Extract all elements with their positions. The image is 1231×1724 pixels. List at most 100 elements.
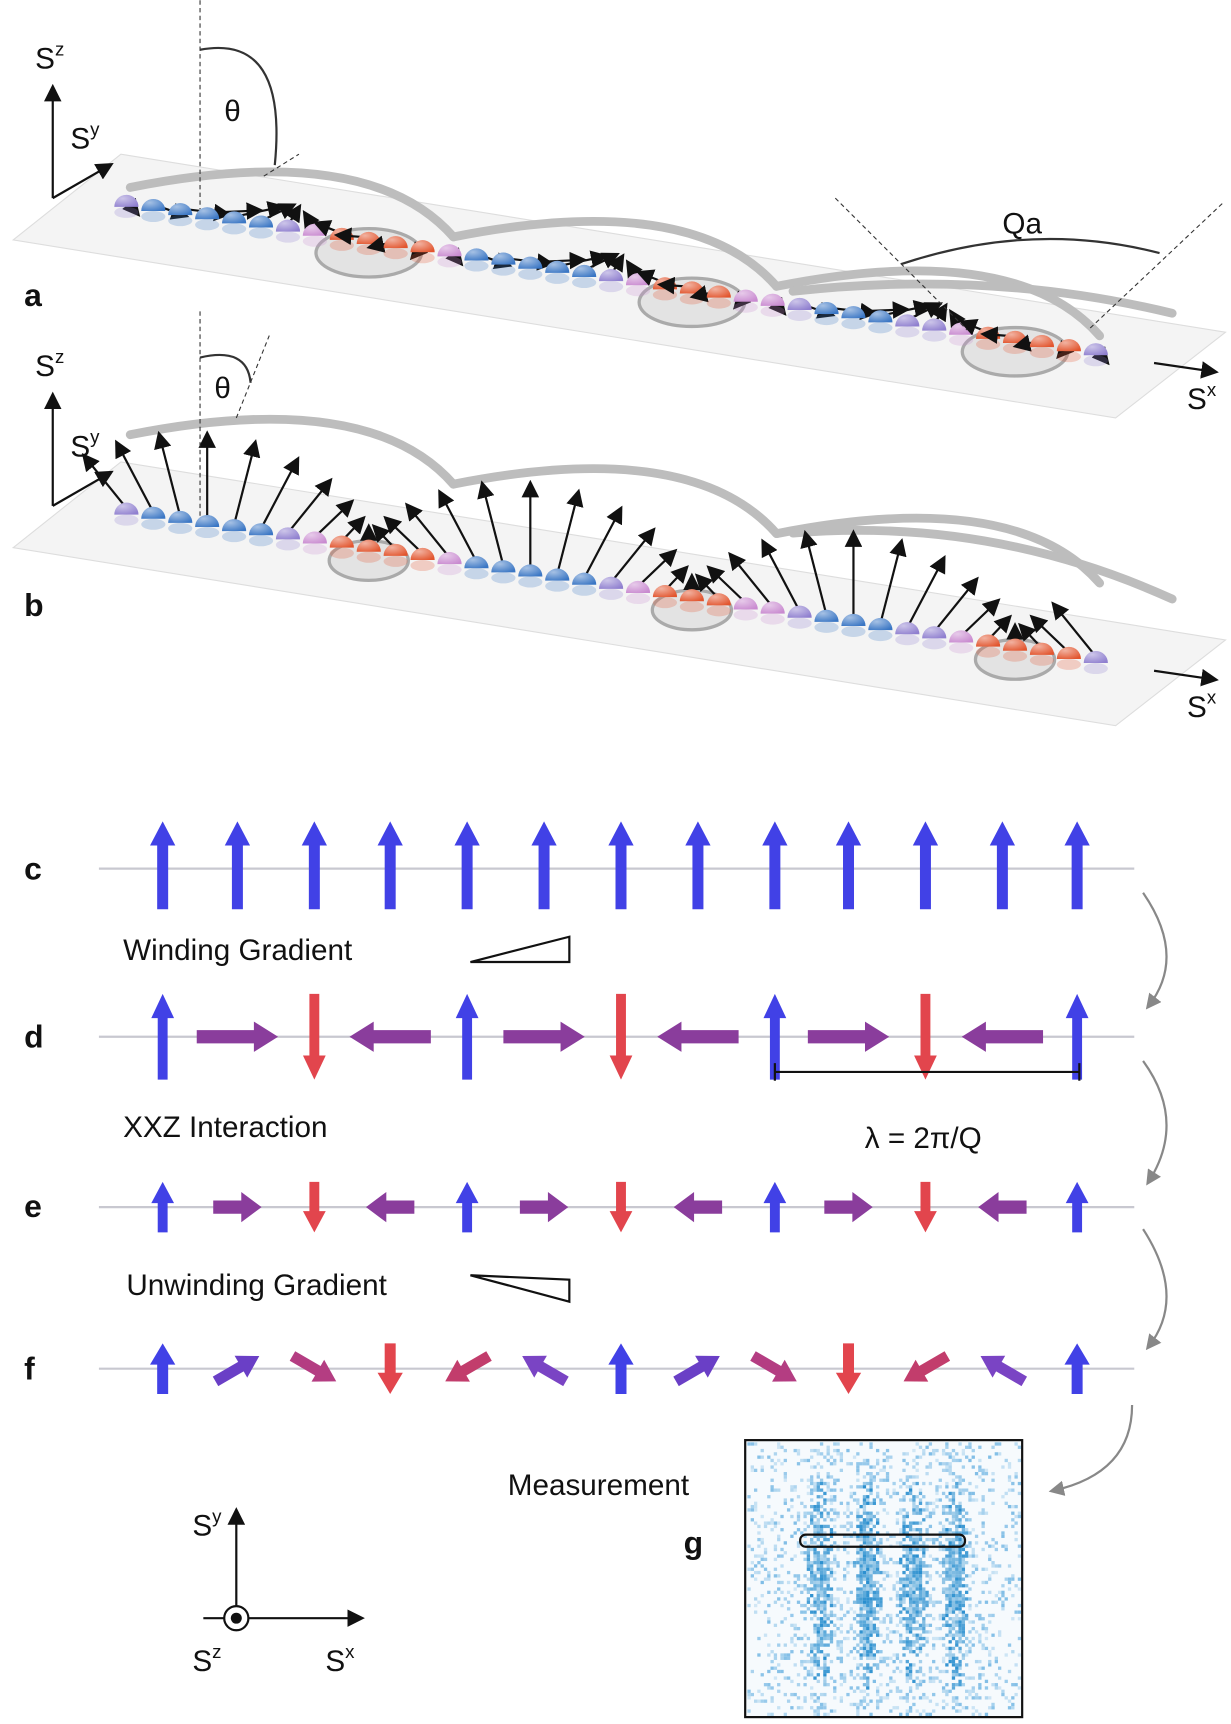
pixel [952,1604,955,1607]
pixel [860,1594,863,1597]
pixel [998,1564,1001,1567]
pixel [860,1610,863,1613]
pixel [892,1660,895,1663]
pixel [958,1683,961,1686]
pixel [972,1676,975,1679]
pixel [836,1617,839,1620]
pixel [962,1627,965,1630]
pixel [902,1482,905,1485]
pixel [820,1505,823,1508]
pixel [922,1551,925,1554]
pixel [869,1614,872,1617]
pixel [823,1607,826,1610]
pixel [827,1667,830,1670]
pixel [860,1568,863,1571]
pixel [883,1465,886,1468]
pixel [916,1495,919,1498]
qa: Qa [1002,207,1042,240]
pixel [869,1624,872,1627]
pixel [965,1663,968,1666]
pixel [863,1591,866,1594]
pixel [823,1683,826,1686]
site-shadow [1057,659,1081,670]
pixel [856,1515,859,1518]
pixel [866,1686,869,1689]
pixel [777,1442,780,1445]
pixel [968,1518,971,1521]
axis-label: Sx [325,1641,355,1678]
pixel [909,1667,912,1670]
pixel [863,1617,866,1620]
pixel [935,1538,938,1541]
pixel [896,1657,899,1660]
pixel [952,1670,955,1673]
pixel [998,1452,1001,1455]
pixel [869,1485,872,1488]
pixel [797,1637,800,1640]
pixel [876,1591,879,1594]
pixel [866,1498,869,1501]
pixel [978,1686,981,1689]
pixel [958,1475,961,1478]
pixel [817,1643,820,1646]
pixel [978,1696,981,1699]
pixel [856,1508,859,1511]
pixel [853,1610,856,1613]
pixel [955,1617,958,1620]
pixel [952,1597,955,1600]
pixel [846,1601,849,1604]
pixel [813,1627,816,1630]
pixel [912,1680,915,1683]
pixel [886,1693,889,1696]
pixel [827,1561,830,1564]
pixel [813,1521,816,1524]
pixel [952,1653,955,1656]
pixel [803,1683,806,1686]
pixel [846,1571,849,1574]
site-shadow [572,585,596,596]
pixel [949,1551,952,1554]
pixel [932,1587,935,1590]
site-shadow [168,523,192,534]
pixel [813,1647,816,1650]
pixel [813,1505,816,1508]
pixel [932,1502,935,1505]
pixel [916,1564,919,1567]
site-shadow [761,614,785,625]
pixel [922,1518,925,1521]
pixel [860,1647,863,1650]
pixel [873,1564,876,1567]
site-shadow [626,285,650,296]
pixel [906,1620,909,1623]
pixel [886,1479,889,1482]
pixel [856,1538,859,1541]
pixel [836,1601,839,1604]
pixel [952,1584,955,1587]
pixel [860,1554,863,1557]
pixel [922,1597,925,1600]
pixel [803,1700,806,1703]
pixel [873,1647,876,1650]
pixel [813,1700,816,1703]
pixel [830,1571,833,1574]
pixel [757,1690,760,1693]
pixel [817,1505,820,1508]
pixel [873,1591,876,1594]
pixel [873,1663,876,1666]
pixel [754,1564,757,1567]
pixel [879,1548,882,1551]
pixel [919,1561,922,1564]
pixel [982,1521,985,1524]
site-shadow [491,265,515,276]
pixel [906,1515,909,1518]
pixel [962,1683,965,1686]
pixel [912,1571,915,1574]
pixel [817,1485,820,1488]
pixel [774,1574,777,1577]
pixel [945,1610,948,1613]
pixel [958,1627,961,1630]
pixel [942,1617,945,1620]
pixel [823,1594,826,1597]
pixel [991,1472,994,1475]
pixel [869,1558,872,1561]
